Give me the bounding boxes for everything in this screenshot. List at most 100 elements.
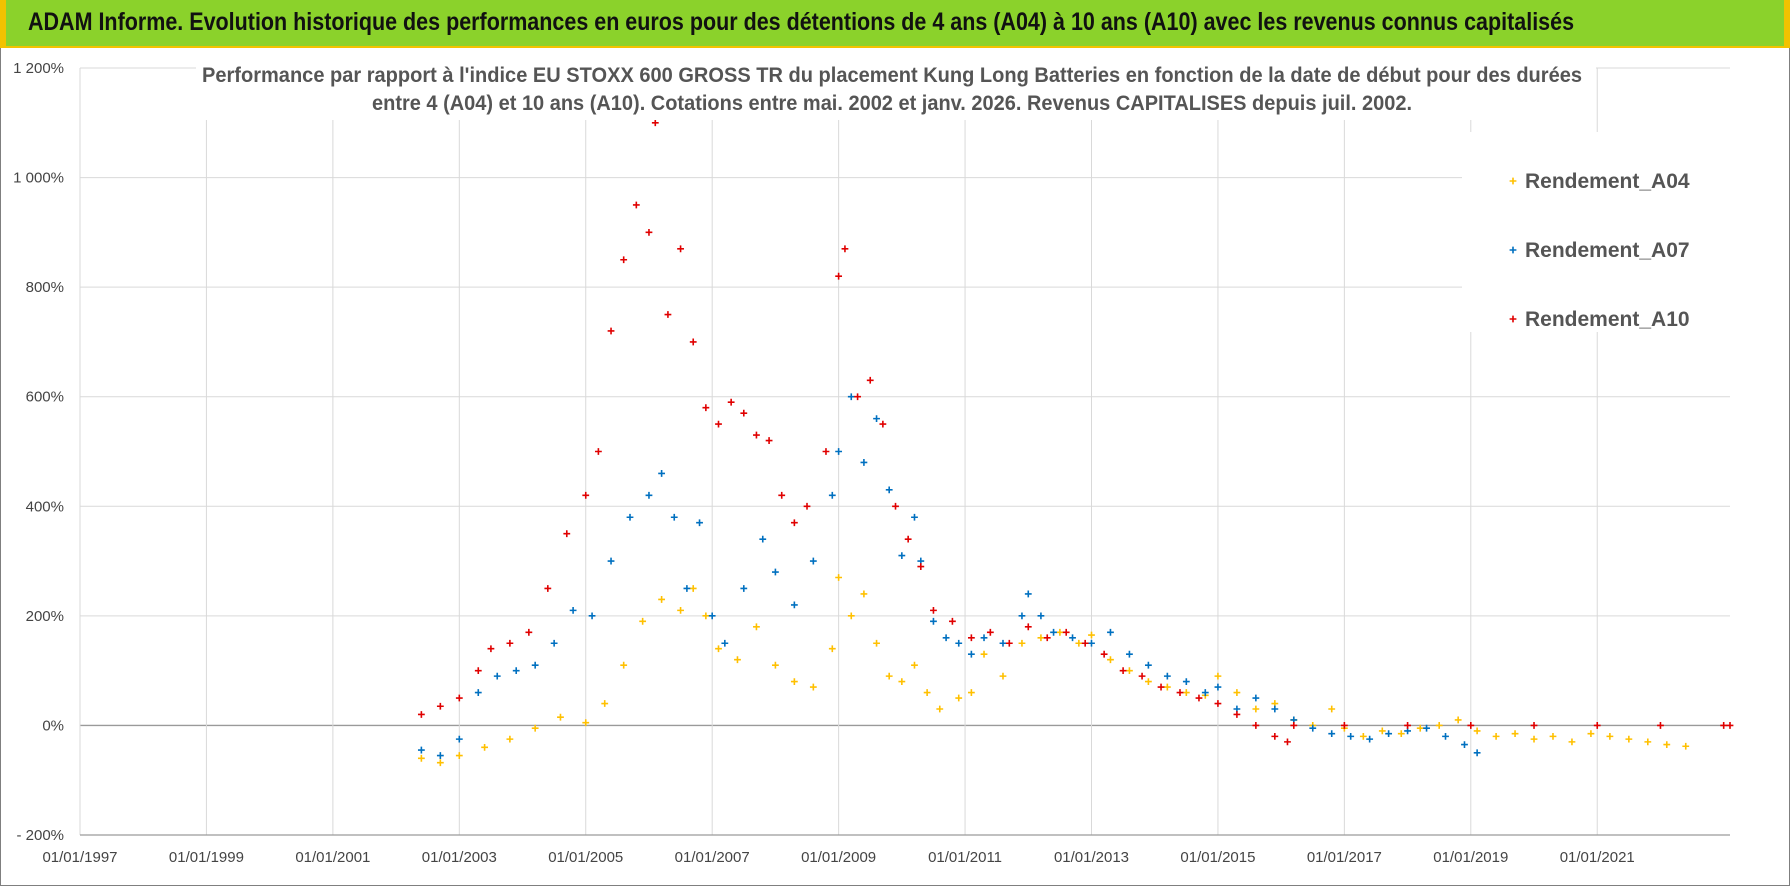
data-point — [809, 683, 817, 691]
data-point — [1233, 711, 1241, 718]
data-point — [664, 311, 672, 318]
x-tick-label: 01/01/1997 — [42, 849, 117, 866]
data-point — [1163, 683, 1171, 691]
data-point — [582, 491, 590, 499]
data-point — [1119, 667, 1127, 675]
data-point — [1530, 735, 1538, 743]
data-point — [847, 612, 855, 620]
data-point — [1157, 683, 1165, 691]
data-point — [1568, 738, 1576, 746]
data-point — [790, 519, 798, 527]
data-point — [980, 634, 988, 642]
data-point — [892, 502, 899, 510]
data-point — [822, 448, 830, 455]
data-point — [481, 743, 488, 751]
y-tick-label: 800% — [26, 279, 64, 296]
y-tick-label: 1 200% — [13, 60, 64, 77]
axis-layer: - 200% 0% 200% 400% 600% 800% 1 000% 1 200% 01/0… — [13, 60, 1730, 866]
x-tick-label: 01/01/2019 — [1433, 849, 1508, 866]
data-point — [1423, 724, 1430, 732]
data-point — [1454, 716, 1462, 724]
data-point — [1088, 631, 1095, 639]
data-point — [1663, 741, 1671, 749]
data-point — [1252, 694, 1260, 702]
data-point — [1606, 732, 1614, 740]
data-point — [873, 415, 880, 423]
legend-label-Rendement_A04: Rendement_A04 — [1525, 170, 1690, 193]
data-point — [620, 661, 628, 669]
data-point — [594, 448, 602, 455]
data-point — [506, 735, 514, 743]
data-point — [740, 585, 748, 592]
y-tick-label: 400% — [26, 498, 64, 515]
x-tick-label: 01/01/2005 — [548, 849, 623, 866]
data-point — [1037, 634, 1045, 642]
data-point — [1126, 650, 1133, 658]
data-point — [1182, 689, 1190, 696]
data-point — [930, 617, 937, 625]
data-point — [1587, 730, 1595, 738]
data-point — [854, 393, 861, 401]
data-point — [980, 650, 988, 658]
data-point — [1473, 727, 1481, 735]
data-point — [1328, 730, 1336, 738]
data-point — [734, 656, 741, 664]
data-point — [1435, 722, 1443, 729]
data-point — [1138, 672, 1146, 680]
data-point — [563, 530, 571, 538]
data-point — [677, 245, 684, 253]
data-point — [803, 502, 811, 510]
data-point — [986, 628, 994, 636]
data-point — [689, 338, 697, 346]
y-tick-label: 600% — [26, 389, 64, 406]
data-point — [727, 398, 735, 406]
data-point — [474, 689, 482, 696]
data-point — [828, 491, 836, 499]
data-point — [1726, 722, 1734, 729]
data-point — [879, 420, 887, 428]
data-point — [1271, 732, 1279, 740]
data-point — [1682, 742, 1690, 750]
data-point — [436, 702, 444, 710]
data-point — [835, 272, 843, 280]
data-point — [1201, 689, 1209, 696]
data-point — [544, 585, 552, 592]
data-point — [759, 535, 767, 543]
data-point — [949, 617, 956, 625]
data-point — [632, 201, 640, 209]
x-tick-label: 01/01/2017 — [1307, 849, 1382, 866]
data-point — [911, 513, 918, 521]
data-point — [512, 667, 520, 675]
data-point — [455, 735, 463, 743]
data-point — [1467, 722, 1475, 729]
data-point — [670, 513, 678, 521]
data-point — [911, 661, 918, 669]
data-point — [1252, 722, 1260, 729]
data-point — [588, 612, 596, 620]
legend-label-Rendement_A07: Rendement_A07 — [1525, 239, 1690, 262]
data-point — [740, 409, 748, 417]
x-tick-label: 01/01/2003 — [422, 849, 497, 866]
data-point — [645, 491, 653, 499]
data-point — [1005, 639, 1013, 647]
data-point — [942, 634, 950, 642]
data-point — [1359, 732, 1367, 740]
x-tick-label: 01/01/2009 — [801, 849, 876, 866]
data-point — [898, 552, 906, 559]
data-point — [487, 645, 495, 653]
data-point — [1214, 683, 1222, 691]
data-point — [898, 678, 906, 685]
data-point — [866, 376, 874, 384]
data-point — [702, 404, 710, 412]
data-point — [1473, 749, 1481, 757]
data-point — [689, 585, 697, 592]
data-point — [1088, 639, 1095, 647]
data-point — [1163, 672, 1171, 680]
data-point — [772, 661, 779, 669]
x-tick-label: 01/01/2011 — [928, 849, 1002, 866]
data-point — [790, 601, 798, 609]
data-point — [417, 711, 425, 718]
data-point — [1144, 678, 1152, 685]
data-point — [702, 612, 710, 620]
data-point — [753, 623, 760, 631]
